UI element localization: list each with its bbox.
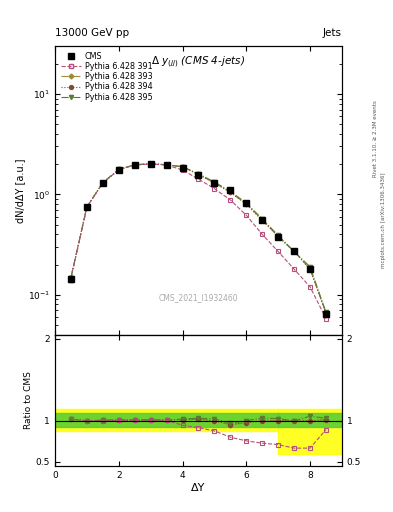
Y-axis label: dN/dΔY [a.u.]: dN/dΔY [a.u.] bbox=[15, 158, 25, 223]
Text: Jets: Jets bbox=[323, 28, 342, 38]
Text: Rivet 3.1.10, ≥ 2.3M events: Rivet 3.1.10, ≥ 2.3M events bbox=[373, 100, 378, 177]
Text: mcplots.cern.ch [arXiv:1306.3436]: mcplots.cern.ch [arXiv:1306.3436] bbox=[381, 173, 386, 268]
Text: $\Delta$ $y_{(jj)}$ (CMS 4-jets): $\Delta$ $y_{(jj)}$ (CMS 4-jets) bbox=[151, 55, 246, 70]
X-axis label: ΔY: ΔY bbox=[191, 482, 206, 493]
Legend: CMS, Pythia 6.428 391, Pythia 6.428 393, Pythia 6.428 394, Pythia 6.428 395: CMS, Pythia 6.428 391, Pythia 6.428 393,… bbox=[59, 50, 154, 103]
Text: CMS_2021_I1932460: CMS_2021_I1932460 bbox=[159, 293, 238, 302]
Y-axis label: Ratio to CMS: Ratio to CMS bbox=[24, 371, 33, 429]
Text: 13000 GeV pp: 13000 GeV pp bbox=[55, 28, 129, 38]
